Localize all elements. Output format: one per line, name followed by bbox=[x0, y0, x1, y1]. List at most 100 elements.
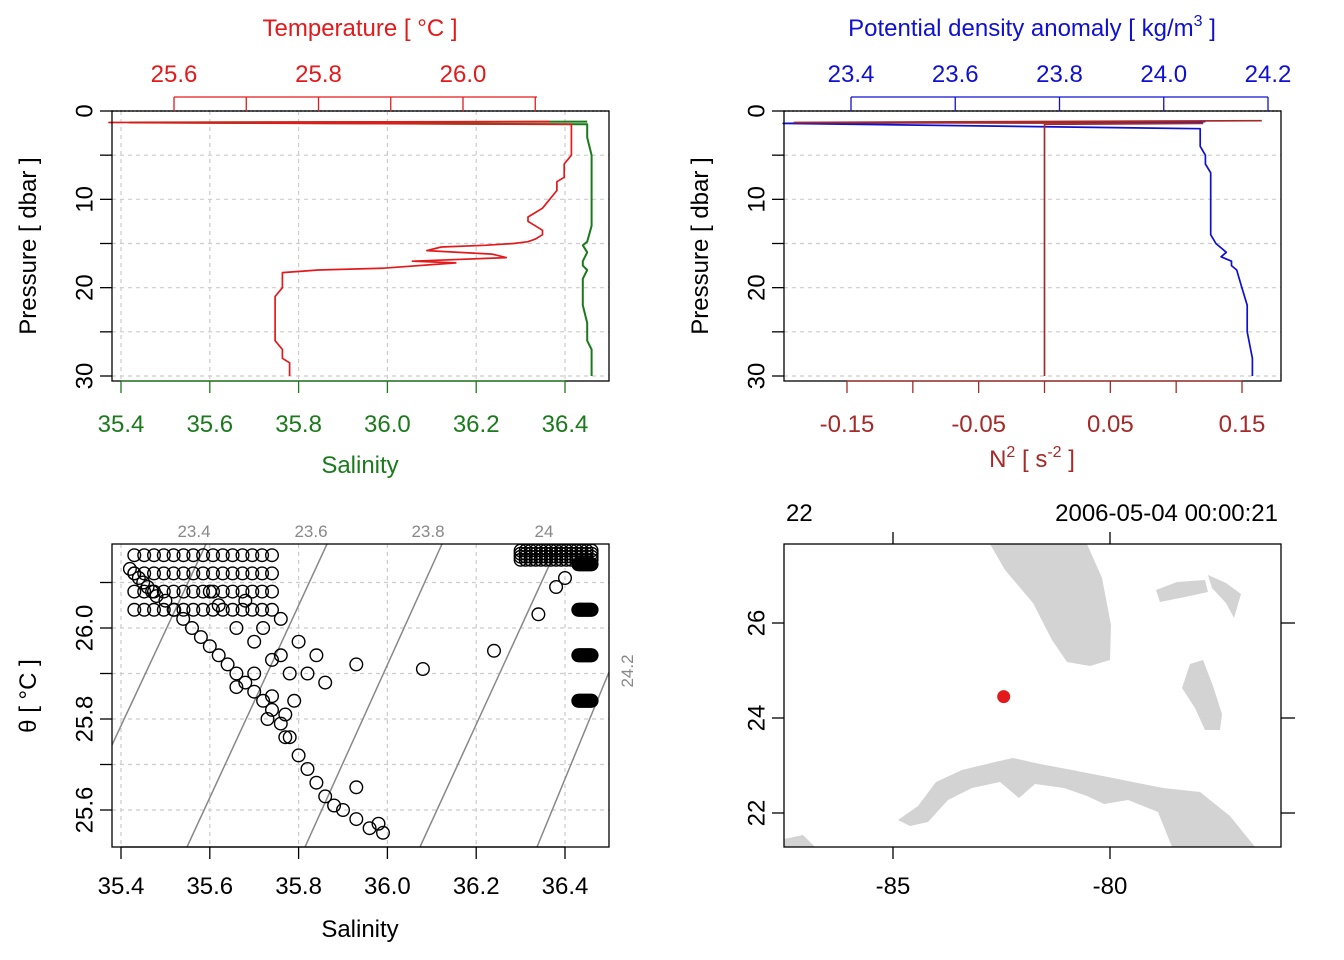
density-line bbox=[782, 120, 1254, 376]
y-tick-label: 25.6 bbox=[71, 787, 98, 834]
ts-point bbox=[146, 602, 161, 617]
station-time: 2006-05-04 00:00:21 bbox=[1055, 500, 1278, 527]
ts-point bbox=[137, 566, 152, 581]
ts-point bbox=[265, 602, 280, 617]
p1-bottom-axis: 35.4 35.6 35.8 36.0 36.2 36.4 bbox=[98, 380, 588, 438]
ts-point bbox=[137, 584, 152, 599]
ts-point bbox=[156, 548, 171, 563]
ts-point bbox=[255, 584, 270, 599]
ts-point bbox=[202, 639, 217, 654]
ts-point bbox=[273, 716, 288, 731]
x-tick-label: 35.6 bbox=[186, 873, 233, 900]
p2-top-axis-title: Potential density anomaly [ kg/m3 ] bbox=[848, 13, 1216, 42]
ts-point bbox=[176, 602, 191, 617]
p4-top-ticks bbox=[892, 532, 1111, 544]
ts-point bbox=[186, 584, 201, 599]
ts-point bbox=[265, 548, 280, 563]
ts-point bbox=[255, 602, 270, 617]
ts-point bbox=[205, 602, 220, 617]
ts-point bbox=[215, 548, 230, 563]
y-tick-label: 30 bbox=[71, 363, 98, 390]
ts-point bbox=[176, 548, 191, 563]
ts-point bbox=[278, 730, 293, 745]
ts-point bbox=[193, 630, 208, 645]
ts-point bbox=[245, 548, 260, 563]
p1-y-axis-title: Pressure [ dbar ] bbox=[15, 157, 42, 334]
bottom-tick-label: -0.05 bbox=[951, 411, 1006, 438]
y-tick-label: 0 bbox=[71, 104, 98, 117]
ts-point bbox=[205, 584, 220, 599]
land-abaco bbox=[1208, 575, 1241, 618]
bottom-tick-label: 36.0 bbox=[364, 411, 411, 438]
bottom-tick-label: 0.05 bbox=[1087, 411, 1134, 438]
ts-point bbox=[225, 584, 240, 599]
isopycnal-label: 24.2 bbox=[618, 654, 637, 687]
ts-point bbox=[291, 748, 306, 763]
ts-point bbox=[278, 707, 293, 722]
x-tick-label: 35.8 bbox=[275, 873, 322, 900]
ts-point bbox=[265, 584, 280, 599]
y-tick-label: 22 bbox=[743, 800, 770, 827]
x-tick-label: -85 bbox=[876, 873, 911, 900]
ts-point bbox=[531, 607, 546, 622]
ts-point bbox=[238, 593, 253, 608]
p1-y-axis: 0 10 20 30 bbox=[71, 104, 112, 389]
ts-point bbox=[186, 602, 201, 617]
ts-point bbox=[166, 584, 181, 599]
ts-point bbox=[186, 566, 201, 581]
p2-y-axis-title: Pressure [ dbar ] bbox=[687, 157, 714, 334]
ts-point bbox=[558, 571, 573, 586]
isopycnal-line bbox=[304, 544, 443, 847]
ts-point bbox=[235, 566, 250, 581]
ts-point bbox=[245, 566, 260, 581]
ts-point bbox=[156, 584, 171, 599]
isopycnal-line bbox=[419, 544, 560, 847]
isopycnal-label: 23.8 bbox=[411, 522, 444, 541]
top-tick-label: 25.8 bbox=[295, 61, 342, 88]
ts-point bbox=[156, 602, 171, 617]
ts-point bbox=[186, 548, 201, 563]
bottom-tick-label: 0.15 bbox=[1219, 411, 1266, 438]
ts-point bbox=[265, 566, 280, 581]
top-tick-label: 23.4 bbox=[828, 61, 875, 88]
ts-point bbox=[196, 548, 211, 563]
bottom-tick-label: 35.6 bbox=[186, 411, 233, 438]
ts-point bbox=[136, 575, 151, 590]
ts-point bbox=[127, 566, 142, 581]
ts-point bbox=[229, 621, 244, 636]
ts-point bbox=[309, 648, 324, 663]
ts-point bbox=[127, 602, 142, 617]
y-tick-label: 26 bbox=[743, 610, 770, 637]
ts-point bbox=[255, 548, 270, 563]
land-cuba bbox=[898, 758, 1255, 847]
ts-point bbox=[247, 684, 262, 699]
ts-point bbox=[549, 580, 564, 595]
temperature-line bbox=[108, 120, 573, 376]
p3-x-axis-title: Salinity bbox=[321, 916, 398, 943]
ts-point bbox=[265, 689, 280, 704]
ts-point bbox=[256, 693, 271, 708]
isopycnal-line bbox=[186, 544, 328, 847]
ts-point bbox=[376, 825, 391, 840]
ts-point bbox=[229, 666, 244, 681]
ts-point bbox=[196, 566, 211, 581]
ts-point bbox=[176, 584, 191, 599]
ts-point bbox=[156, 566, 171, 581]
ts-point bbox=[584, 648, 599, 663]
ts-point bbox=[196, 584, 211, 599]
ts-point bbox=[256, 621, 271, 636]
ts-point bbox=[273, 611, 288, 626]
p1-top-axis-title: Temperature [ °C ] bbox=[263, 15, 458, 42]
panel-map: -85 -80 22 24 26 22 2006-05-04 00:00:21 bbox=[743, 500, 1295, 900]
ts-point bbox=[349, 812, 364, 827]
ts-point bbox=[176, 566, 191, 581]
y-tick-label: 20 bbox=[743, 274, 770, 301]
isopycnal-label: 23.4 bbox=[177, 522, 210, 541]
p1-bottom-axis-title: Salinity bbox=[321, 452, 398, 479]
ts-point bbox=[327, 798, 342, 813]
ts-point bbox=[265, 652, 280, 667]
ts-point bbox=[584, 557, 599, 572]
ts-point bbox=[247, 634, 262, 649]
station-label: 22 bbox=[786, 500, 813, 527]
ts-point bbox=[146, 566, 161, 581]
